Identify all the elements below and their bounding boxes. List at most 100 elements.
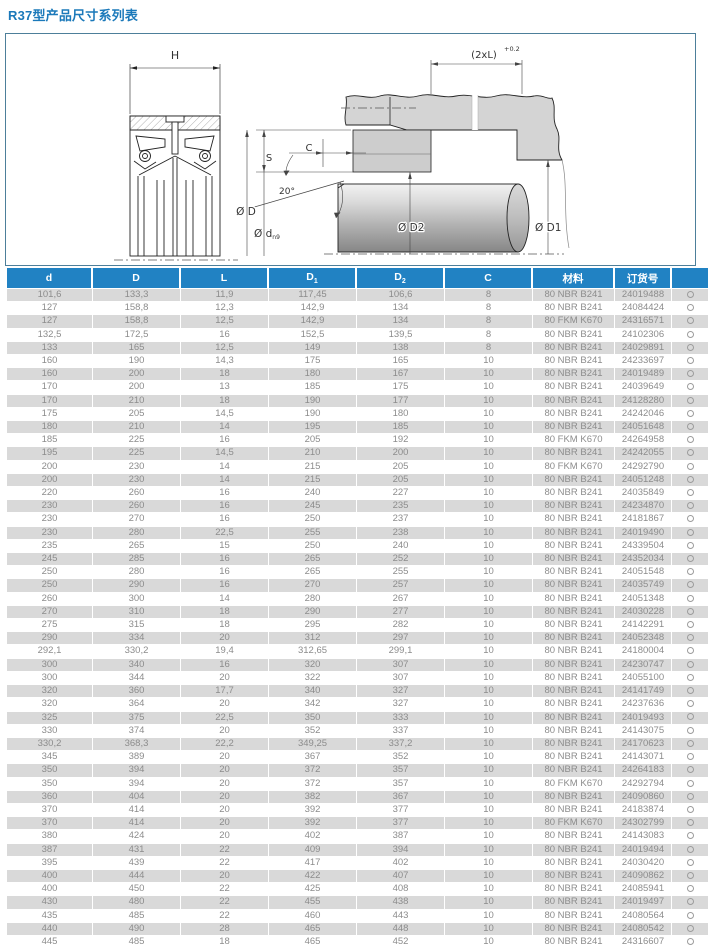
col-icon	[672, 803, 708, 818]
col-D2: 134	[357, 315, 445, 329]
col-material: 80 NBR B241	[533, 843, 615, 857]
col-C: 10	[445, 539, 533, 554]
col-order-no: 24264183	[615, 764, 672, 778]
dim-label-dia-dn9: Ø dn9	[254, 228, 280, 241]
col-d: 400	[7, 869, 93, 884]
ring-icon	[686, 832, 694, 840]
col-material: 80 NBR B241	[533, 803, 615, 818]
col-D: 394	[93, 777, 181, 791]
col-order-no: 24233697	[615, 355, 672, 369]
col-C: 10	[445, 553, 533, 567]
col-D: 270	[93, 513, 181, 527]
col-D2: 443	[357, 909, 445, 923]
table-row: 350 394 20 372 357 10 80 NBR B241 24264183	[7, 764, 708, 778]
col-d: 175	[7, 407, 93, 422]
col-C: 10	[445, 619, 533, 633]
table-row: 300 340 16 320 307 10 80 NBR B241 24230747	[7, 658, 708, 672]
col-order-no: 24019488	[615, 289, 672, 303]
col-D: 290	[93, 579, 181, 593]
col-d: 380	[7, 830, 93, 844]
col-D: 344	[93, 671, 181, 686]
table-row: 245 285 16 265 252 10 80 NBR B241 24352034	[7, 553, 708, 567]
col-d: 320	[7, 685, 93, 699]
col-icon	[672, 896, 708, 910]
col-D1: 215	[269, 473, 357, 488]
col-L: 20	[181, 751, 269, 765]
col-d: 350	[7, 777, 93, 791]
col-icon	[672, 526, 708, 540]
col-material: 80 NBR B241	[533, 922, 615, 936]
col-C: 10	[445, 830, 533, 844]
col-material: 80 NBR B241	[533, 355, 615, 369]
dim-label-2xl: (2xL)	[471, 50, 497, 61]
col-D1: 185	[269, 381, 357, 395]
col-d: 360	[7, 790, 93, 804]
col-header-material: 材料	[533, 268, 615, 289]
col-header-order-no: 订货号	[615, 268, 672, 289]
ring-icon	[686, 436, 694, 444]
col-material: 80 FKM K670	[533, 460, 615, 474]
ring-icon	[686, 607, 694, 615]
col-D1: 425	[269, 883, 357, 897]
dim-label-angle: 20°	[279, 187, 295, 197]
col-C: 10	[445, 671, 533, 686]
col-D1: 245	[269, 500, 357, 514]
col-material: 80 NBR B241	[533, 592, 615, 606]
col-D: 485	[93, 935, 181, 950]
col-D: 205	[93, 407, 181, 422]
col-D: 158,8	[93, 315, 181, 329]
col-material: 80 FKM K670	[533, 777, 615, 791]
col-D: 404	[93, 790, 181, 804]
col-D1: 190	[269, 407, 357, 422]
col-order-no: 24080564	[615, 909, 672, 923]
ring-icon	[686, 726, 694, 734]
col-D2: 167	[357, 368, 445, 382]
col-C: 10	[445, 737, 533, 752]
col-order-no: 24234870	[615, 500, 672, 514]
col-C: 10	[445, 843, 533, 857]
col-D2: 337	[357, 724, 445, 738]
col-D: 424	[93, 830, 181, 844]
ring-icon	[686, 713, 694, 721]
ring-icon	[686, 660, 694, 668]
col-C: 10	[445, 790, 533, 804]
col-D: 285	[93, 553, 181, 567]
col-D: 368,3	[93, 737, 181, 752]
col-material: 80 NBR B241	[533, 579, 615, 593]
table-row: 345 389 20 367 352 10 80 NBR B241 24143071	[7, 751, 708, 765]
col-D1: 372	[269, 777, 357, 791]
col-D: 330,2	[93, 645, 181, 659]
col-D2: 139,5	[357, 328, 445, 342]
ring-icon	[686, 621, 694, 629]
col-D: 158,8	[93, 302, 181, 316]
col-icon	[672, 500, 708, 514]
col-D2: 106,6	[357, 289, 445, 303]
table-row: 360 404 20 382 367 10 80 NBR B241 24090860	[7, 790, 708, 804]
ring-icon	[686, 739, 694, 747]
ring-icon	[686, 475, 694, 483]
col-order-no: 24302799	[615, 817, 672, 831]
col-d: 330,2	[7, 737, 93, 752]
col-L: 20	[181, 830, 269, 844]
col-order-no: 24084424	[615, 302, 672, 316]
col-D: 340	[93, 658, 181, 672]
col-D1: 402	[269, 830, 357, 844]
col-order-no: 24019490	[615, 526, 672, 540]
col-D2: 394	[357, 843, 445, 857]
table-row: 200 230 14 215 205 10 80 NBR B241 24051248	[7, 473, 708, 488]
col-L: 16	[181, 513, 269, 527]
col-material: 80 NBR B241	[533, 605, 615, 620]
table-row: 350 394 20 372 357 10 80 FKM K670 24292794	[7, 777, 708, 791]
ring-icon	[686, 634, 694, 642]
col-material: 80 NBR B241	[533, 935, 615, 950]
col-material: 80 NBR B241	[533, 645, 615, 659]
col-icon	[672, 909, 708, 923]
col-order-no: 24143071	[615, 751, 672, 765]
col-D1: 265	[269, 566, 357, 580]
col-D1: 422	[269, 869, 357, 884]
col-D: 490	[93, 922, 181, 936]
col-D2: 299,1	[357, 645, 445, 659]
dim-label-c: C	[306, 143, 313, 154]
col-L: 12,5	[181, 315, 269, 329]
col-d: 345	[7, 751, 93, 765]
